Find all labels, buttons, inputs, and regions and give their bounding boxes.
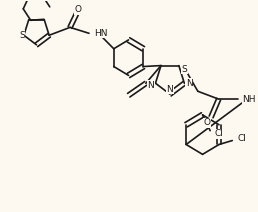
Text: O: O xyxy=(204,118,211,127)
Text: S: S xyxy=(182,65,187,74)
Text: HN: HN xyxy=(94,29,107,38)
Text: NH: NH xyxy=(243,95,256,104)
Text: N: N xyxy=(147,81,154,90)
Text: Cl: Cl xyxy=(237,134,246,143)
Text: O: O xyxy=(74,5,81,14)
Text: Cl: Cl xyxy=(215,129,224,138)
Text: N: N xyxy=(186,79,192,88)
Text: S: S xyxy=(19,31,25,40)
Text: N: N xyxy=(166,85,173,94)
